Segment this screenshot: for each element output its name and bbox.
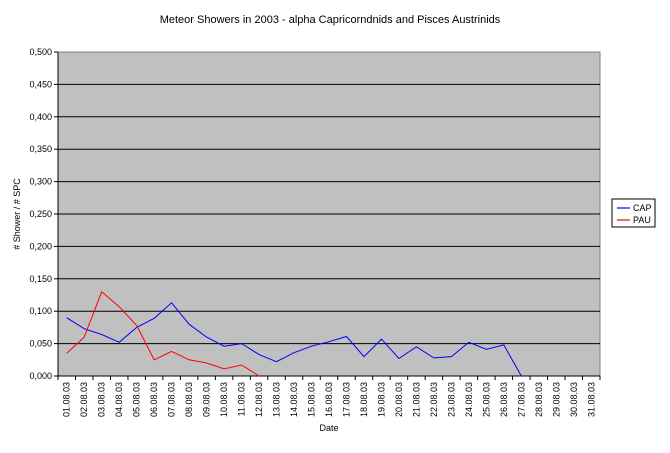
y-axis: 0,000 0,050 0,100 0,150 0,200 0,250 0,300 0,350…	[29, 47, 600, 381]
x-tick-label: 02.08.03	[79, 382, 89, 417]
y-tick-label: 0,000	[29, 371, 52, 381]
x-tick-label: 17.08.03	[341, 382, 351, 417]
y-tick-label: 0,050	[29, 339, 52, 349]
x-tick-label: 04.08.03	[114, 382, 124, 417]
x-tick-label: 13.08.03	[272, 382, 282, 417]
legend-label-pau: PAU	[633, 215, 651, 225]
y-tick-label: 0,200	[29, 241, 52, 251]
x-tick-label: 25.08.03	[481, 382, 491, 417]
y-tick-label: 0,300	[29, 177, 52, 187]
x-tick-label: 05.08.03	[132, 382, 142, 417]
x-tick-label: 26.08.03	[499, 382, 509, 417]
x-tick-label: 31.08.03	[586, 382, 596, 417]
x-tick-label: 19.08.03	[376, 382, 386, 417]
legend-label-cap: CAP	[633, 203, 652, 213]
legend-box	[611, 198, 656, 228]
x-tick-label: 15.08.03	[307, 382, 317, 417]
x-tick-label: 29.08.03	[551, 382, 561, 417]
x-tick-label: 14.08.03	[289, 382, 299, 417]
x-tick-label: 03.08.03	[97, 382, 107, 417]
x-tick-label: 01.08.03	[62, 382, 72, 417]
y-tick-label: 0,100	[29, 306, 52, 316]
x-axis-label: Date	[319, 423, 338, 433]
x-tick-label: 10.08.03	[219, 382, 229, 417]
chart-title: Meteor Showers in 2003 - alpha Capricorn…	[160, 14, 501, 26]
x-tick-label: 30.08.03	[569, 382, 579, 417]
x-tick-label: 20.08.03	[394, 382, 404, 417]
x-tick-label: 06.08.03	[149, 382, 159, 417]
x-tick-label: 18.08.03	[359, 382, 369, 417]
legend: CAP PAU	[611, 198, 656, 228]
y-axis-label: # Shower / # SPC	[12, 178, 22, 250]
series-lines	[66, 290, 522, 377]
x-tick-label: 09.08.03	[202, 382, 212, 417]
x-tick-label: 08.08.03	[184, 382, 194, 417]
x-tick-label: 28.08.03	[534, 382, 544, 417]
series-line-pau	[66, 290, 260, 377]
x-tick-label: 21.08.03	[411, 382, 421, 417]
y-tick-label: 0,150	[29, 274, 52, 284]
x-axis: 01.08.03 02.08.03 03.08.03 04.08.03 05.08.03…	[57, 376, 601, 417]
x-tick-label: 12.08.03	[254, 382, 264, 417]
x-tick-label: 27.08.03	[516, 382, 526, 417]
y-tick-label: 0,350	[29, 144, 52, 154]
y-tick-label: 0,400	[29, 112, 52, 122]
y-tick-label: 0,500	[29, 47, 52, 57]
gridlines	[58, 83, 600, 345]
x-tick-label: 22.08.03	[429, 382, 439, 417]
y-tick-label: 0,450	[29, 79, 52, 89]
x-tick-label: 23.08.03	[446, 382, 456, 417]
x-tick-label: 07.08.03	[167, 382, 177, 417]
x-tick-label: 24.08.03	[464, 382, 474, 417]
y-tick-label: 0,250	[29, 209, 52, 219]
series-line-cap	[66, 302, 522, 377]
x-tick-label: 16.08.03	[324, 382, 334, 417]
x-tick-label: 11.08.03	[237, 382, 247, 416]
